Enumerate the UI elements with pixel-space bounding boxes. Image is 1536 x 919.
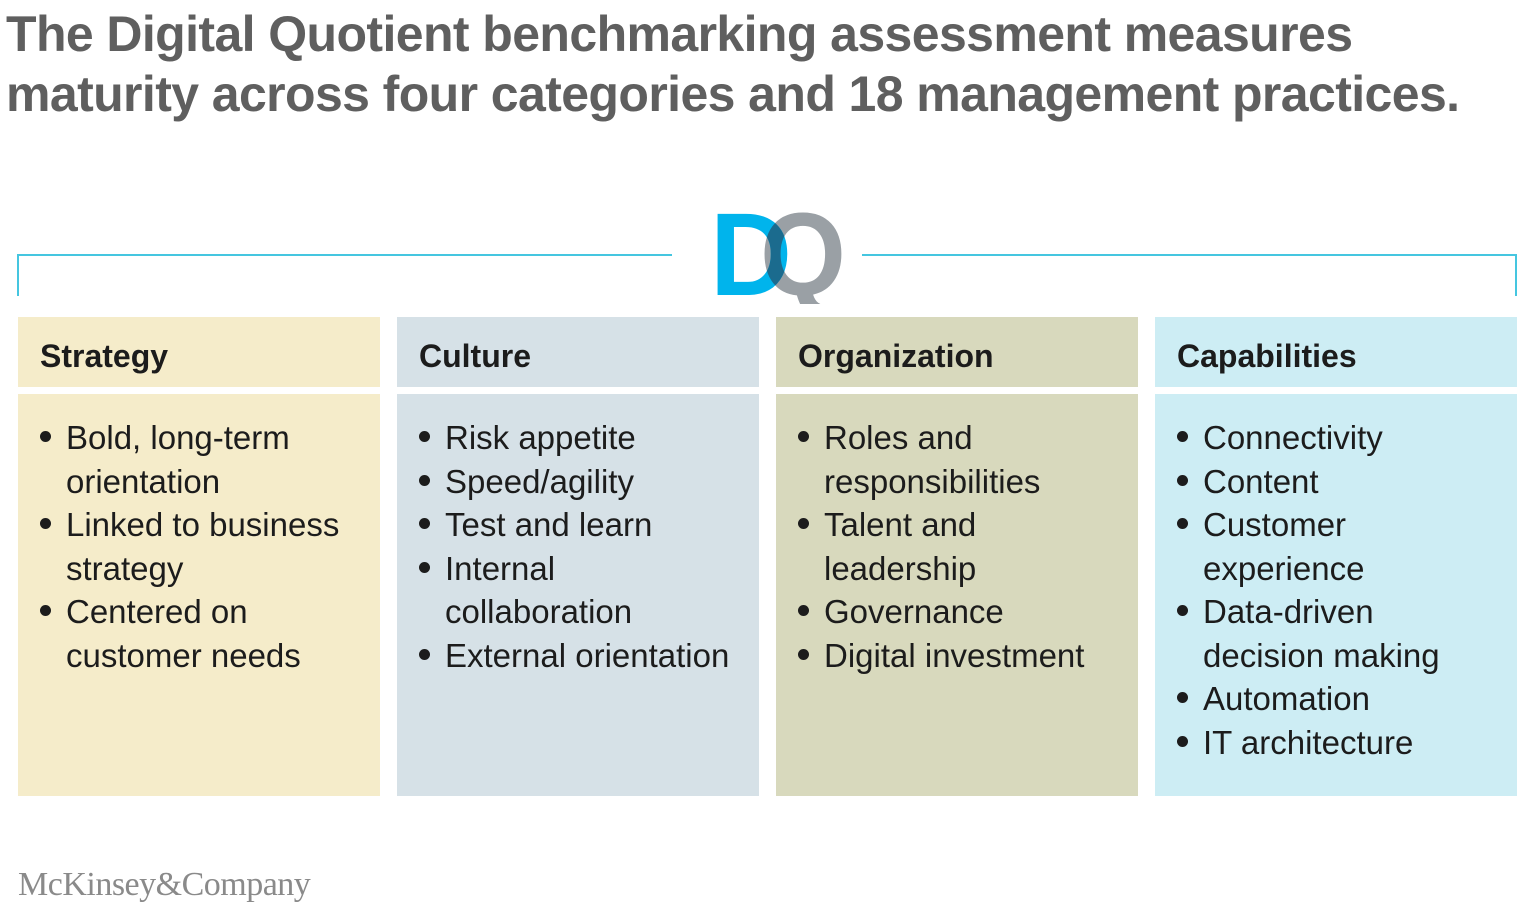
- category-body: Risk appetite Speed/agility Test and learn…: [397, 394, 759, 796]
- practice-item: Internal collaboration: [417, 547, 759, 634]
- logo-letter-q: Q: [760, 204, 846, 304]
- practice-list: Connectivity Content Customer experience Da…: [1175, 416, 1517, 764]
- practice-item: Content: [1175, 460, 1517, 504]
- category-bracket: [17, 254, 1517, 296]
- bracket-left-line: [17, 254, 672, 296]
- practice-item: Digital investment: [796, 634, 1138, 678]
- category-body: Roles and responsibilities Talent and lea…: [776, 394, 1138, 796]
- practice-item: Bold, long-term orientation: [38, 416, 380, 503]
- practice-item: Risk appetite: [417, 416, 759, 460]
- practice-list: Roles and responsibilities Talent and lea…: [796, 416, 1138, 677]
- mckinsey-logo: McKinsey&Company: [18, 866, 311, 903]
- category-header: Culture: [397, 317, 759, 387]
- category-body: Bold, long-term orientation Linked to bus…: [18, 394, 380, 796]
- category-culture: Culture Risk appetite Speed/agility Test a…: [397, 317, 759, 796]
- practice-list: Bold, long-term orientation Linked to bus…: [38, 416, 380, 677]
- practice-item: Roles and responsibilities: [796, 416, 1138, 503]
- practice-item: External orientation: [417, 634, 759, 678]
- bracket-right-line: [862, 254, 1517, 296]
- practice-item: Speed/agility: [417, 460, 759, 504]
- logo-overlap: Q: [760, 204, 846, 304]
- category-body: Connectivity Content Customer experience Da…: [1155, 394, 1517, 796]
- category-capabilities: Capabilities Connectivity Content Customer…: [1155, 317, 1517, 796]
- category-header: Strategy: [18, 317, 380, 387]
- category-header: Capabilities: [1155, 317, 1517, 387]
- logo-letter-d: D: [710, 204, 792, 304]
- practice-item: Test and learn: [417, 503, 759, 547]
- practice-item: Connectivity: [1175, 416, 1517, 460]
- practice-item: Linked to business strategy: [38, 503, 380, 590]
- category-organization: Organization Roles and responsibilities T…: [776, 317, 1138, 796]
- practice-item: Talent and leadership: [796, 503, 1138, 590]
- practice-item: Customer experience: [1175, 503, 1517, 590]
- practice-item: Data-driven decision making: [1175, 590, 1517, 677]
- dq-logo: D Q D Q: [710, 204, 846, 304]
- practice-list: Risk appetite Speed/agility Test and learn…: [417, 416, 759, 677]
- category-header: Organization: [776, 317, 1138, 387]
- page-title: The Digital Quotient benchmarking assess…: [6, 6, 1460, 122]
- practice-item: Automation: [1175, 677, 1517, 721]
- practice-item: Governance: [796, 590, 1138, 634]
- practice-item: Centered on customer needs: [38, 590, 380, 677]
- practice-item: IT architecture: [1175, 721, 1517, 765]
- category-strategy: Strategy Bold, long-term orientation Link…: [18, 317, 380, 796]
